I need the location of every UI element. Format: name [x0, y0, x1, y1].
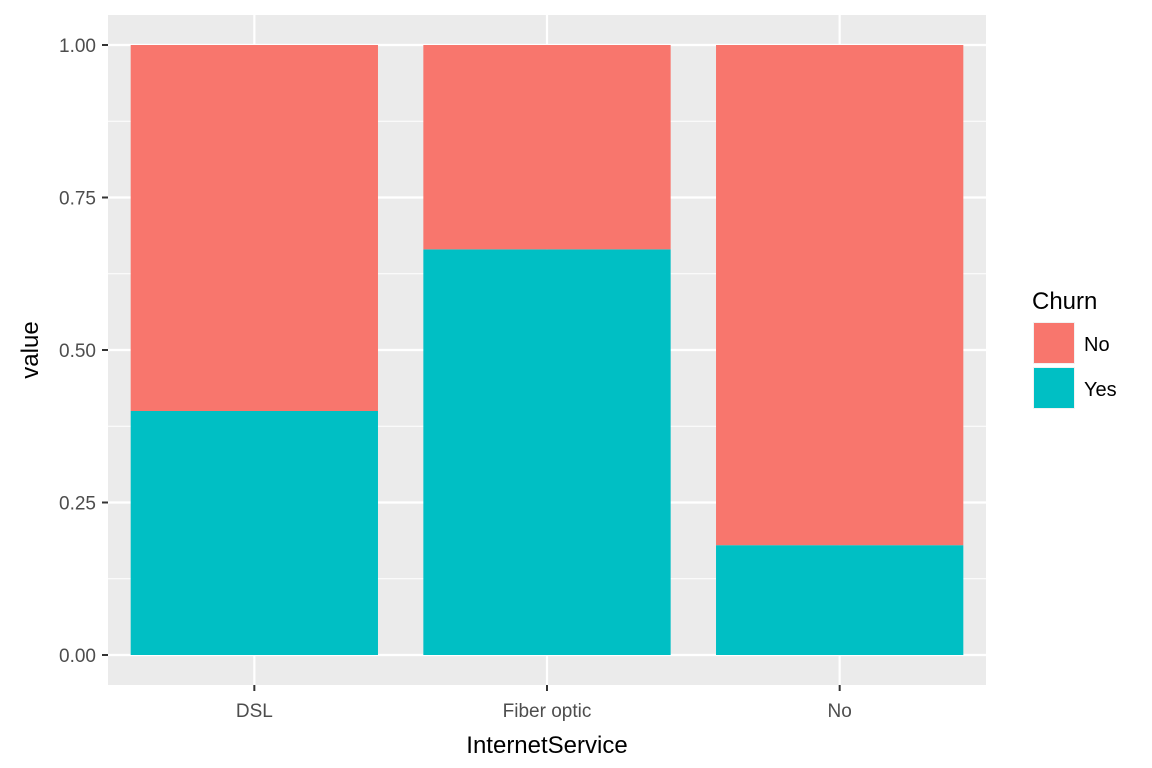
legend-swatch-yes — [1034, 368, 1074, 408]
legend-swatch-no — [1034, 323, 1074, 363]
y-tick-label: 0.00 — [59, 646, 96, 667]
y-axis-title: value — [17, 321, 44, 378]
bar-yes-fiber-optic — [423, 249, 670, 655]
bar-no-dsl — [131, 45, 378, 411]
legend: Churn No Yes — [1032, 288, 1117, 409]
bar-yes-dsl — [131, 411, 378, 655]
x-axis-title: InternetService — [466, 732, 627, 759]
legend-title: Churn — [1032, 288, 1097, 315]
x-tick-label: No — [828, 701, 852, 722]
bar-no-no — [716, 45, 963, 545]
bar-no-fiber-optic — [423, 45, 670, 249]
y-tick-label: 0.25 — [59, 494, 96, 515]
legend-label-yes: Yes — [1084, 379, 1117, 401]
y-tick-label: 1.00 — [59, 36, 96, 57]
y-tick-label: 0.50 — [59, 341, 96, 362]
x-axis: DSL Fiber optic No — [236, 685, 852, 722]
y-tick-label: 0.75 — [59, 189, 96, 210]
bars — [131, 45, 964, 655]
legend-label-no: No — [1084, 334, 1110, 356]
x-tick-label: Fiber optic — [503, 701, 592, 722]
x-tick-label: DSL — [236, 701, 273, 722]
bar-yes-no — [716, 545, 963, 655]
y-axis: 0.00 0.25 0.50 0.75 1.00 — [59, 36, 108, 667]
